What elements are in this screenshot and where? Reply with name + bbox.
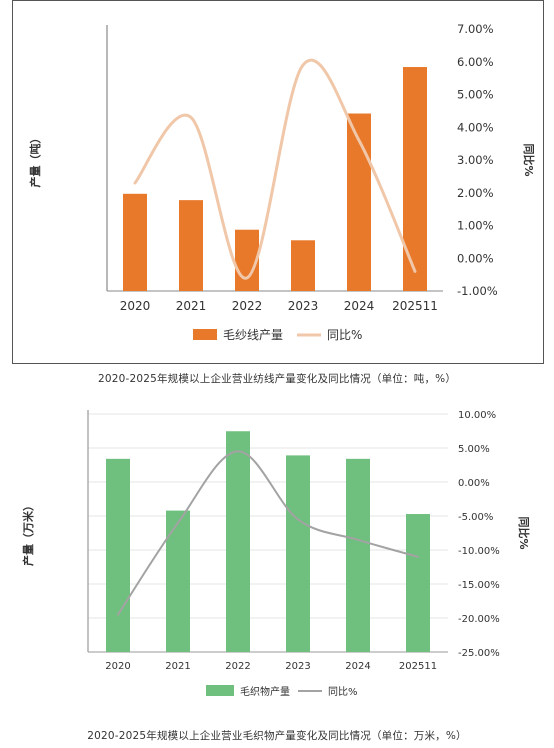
y2-tick-label: 5.00% [458,444,490,455]
y2-tick-label: 2.00% [457,186,494,200]
bar-2024 [346,458,370,652]
legend-label-line: 同比% [328,686,358,698]
x-tick-label: 2023 [288,299,319,313]
bar-2023 [286,455,310,652]
bar-2020 [106,458,130,652]
bar-202511 [403,67,427,291]
x-tick-label: 2020 [120,299,151,313]
bar-2021 [179,200,203,291]
legend-label-bar: 毛纱线产量 [223,328,283,342]
chart-1-caption: 2020-2025年规模以上企业营业纺线产量变化及同比情况（单位：吨，%） [97,373,457,385]
x-tick-label: 2024 [345,661,370,672]
y2-tick-label: 3.00% [457,153,494,167]
x-tick-label: 2021 [176,299,207,313]
legend-label-bar: 毛织物产量 [240,685,290,698]
chart-1: 2020 2021 2022 2023 2024 202511 7.00% 6.00% 5.00… [28,22,536,342]
y2-tick-label: 6.00% [457,55,494,69]
line-series-yoy [133,58,417,280]
y2-tick-label: 1.00% [457,219,494,233]
line-series-yoy [117,450,419,616]
bar-2022 [226,431,250,652]
bar-2021 [166,510,190,652]
x-tick-label: 202511 [392,299,438,313]
bar-2023 [291,240,315,291]
y2-tick-label: -25.00% [458,648,500,659]
legend-swatch-bar [193,329,217,340]
y2-tick-label: 10.00% [458,410,496,421]
bar-2020 [123,193,147,291]
bar-202511 [406,514,430,652]
chart-2-panel: 2020 2021 2022 2023 2024 202511 10.00% 5.00% 0.0… [0,400,554,712]
y2-axis-label: 同比% [522,143,536,176]
y2-tick-label: -10.00% [458,546,500,557]
x-tick-label: 2020 [105,661,130,672]
y-axis-label: 产量（吨） [28,133,42,188]
y2-axis-label: 同比% [517,516,531,549]
y-axis-label: 产量（万米） [21,500,35,566]
x-tick-label: 2022 [232,299,263,313]
legend-swatch-bar [206,685,234,696]
x-tick-label: 2024 [344,299,375,313]
y2-tick-label: 0.00% [457,251,494,265]
x-tick-label: 2022 [225,661,250,672]
chart-1-panel: 2020 2021 2022 2023 2024 202511 7.00% 6.00% 5.00… [12,0,544,364]
x-tick-label: 2021 [165,661,190,672]
y2-tick-label: -5.00% [458,512,493,523]
y2-tick-label: -1.00% [457,284,498,298]
chart-2-caption: 2020-2025年规模以上企业营业毛织物产量变化及同比情况（单位：万米，%） [87,730,467,742]
x-tick-label: 202511 [399,661,437,672]
chart-2: 2020 2021 2022 2023 2024 202511 10.00% 5.00% 0.0… [21,410,531,698]
y2-tick-label: 4.00% [457,120,494,134]
legend-label-line: 同比% [327,328,362,342]
y2-tick-label: 0.00% [458,478,490,489]
y2-tick-label: -20.00% [458,614,500,625]
y2-tick-label: 7.00% [457,22,494,36]
y2-tick-label: -15.00% [458,580,500,591]
y2-tick-label: 5.00% [457,88,494,102]
x-tick-label: 2023 [285,661,310,672]
